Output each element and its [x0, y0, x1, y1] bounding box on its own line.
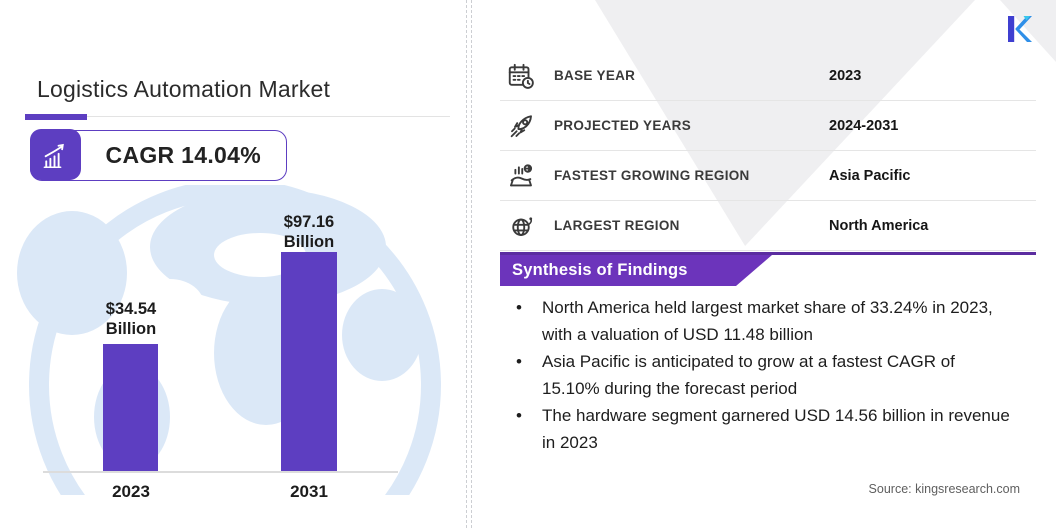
title-divider-accent — [25, 114, 87, 120]
title-divider — [25, 116, 450, 117]
rocket-icon — [510, 114, 532, 137]
key-facts-table: BASE YEAR 2023 PROJECTED YEARS 2024-2031… — [500, 51, 1036, 251]
fact-value: 2024-2031 — [829, 117, 899, 134]
finding-item: North America held largest market share … — [512, 294, 1017, 348]
bar-2031 — [281, 252, 337, 471]
fact-label: LARGEST REGION — [554, 218, 680, 233]
globe-orbit-icon — [512, 216, 533, 236]
bar-value-label-2031: $97.16 Billion — [283, 213, 335, 251]
synthesis-title: Synthesis of Findings — [512, 261, 688, 279]
synthesis-banner: Synthesis of Findings — [500, 255, 772, 286]
bar-value-label-2023: $34.54 Billion — [105, 300, 157, 338]
x-tick-2023: 2023 — [112, 482, 150, 501]
findings-list: North America held largest market share … — [512, 294, 1017, 456]
x-tick-2031: 2031 — [290, 482, 328, 501]
fact-label: PROJECTED YEARS — [554, 118, 692, 133]
fact-label: FASTEST GROWING REGION — [554, 168, 750, 183]
fact-row-largest-region: LARGEST REGION North America — [500, 201, 1036, 251]
fact-row-fastest-growing-region: FASTEST GROWING REGION Asia Pacific — [500, 151, 1036, 201]
growth-chart-icon — [29, 129, 81, 181]
synthesis-top-rule — [500, 252, 1036, 255]
panel-divider — [466, 0, 472, 528]
fact-label: BASE YEAR — [554, 68, 636, 83]
chart-x-axis — [43, 471, 398, 473]
fact-value: 2023 — [829, 67, 862, 84]
finding-item: The hardware segment garnered USD 14.56 … — [512, 402, 1017, 456]
fact-row-projected-years: PROJECTED YEARS 2024-2031 — [500, 101, 1036, 151]
bar-2023 — [103, 344, 158, 471]
calendar-clock-icon — [508, 63, 534, 89]
source-attribution: Source: kingsresearch.com — [868, 482, 1020, 496]
fact-value: Asia Pacific — [829, 167, 911, 184]
finding-item: Asia Pacific is anticipated to grow at a… — [512, 348, 1017, 402]
world-map-background — [17, 185, 441, 495]
growth-region-icon — [510, 163, 533, 186]
cagr-value: CAGR 14.04% — [105, 142, 261, 168]
page-title: Logistics Automation Market — [37, 76, 331, 102]
fact-row-base-year: BASE YEAR 2023 — [500, 51, 1036, 101]
cagr-badge: CAGR 14.04% — [29, 129, 287, 181]
fact-value: North America — [829, 217, 929, 234]
kings-research-logo-icon — [1008, 16, 1032, 42]
